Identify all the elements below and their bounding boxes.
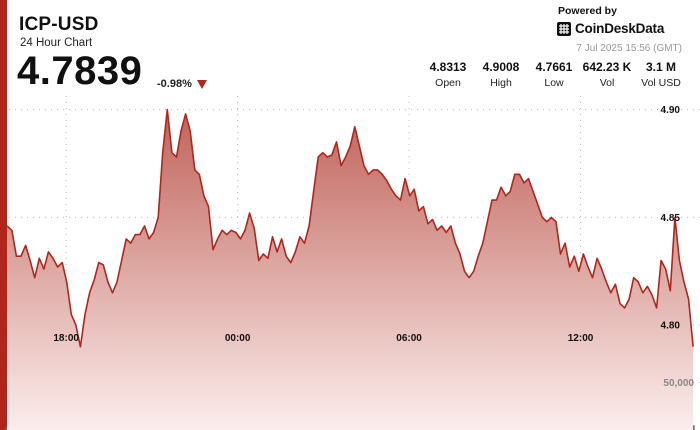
x-tick-label-0: 18:00 — [53, 333, 79, 344]
stat-vol-usd: 3.1 M Vol USD — [638, 60, 684, 89]
axis-labels: 4.90 4.85 4.80 50,000 18:00 00:00 06:00 12:00 — [53, 105, 694, 389]
pair-title: ICP-USD — [19, 14, 99, 35]
stat-low-label: Low — [544, 77, 564, 89]
price-line — [6, 108, 694, 348]
stat-low: 4.7661 Low — [534, 60, 574, 89]
stat-high-value: 4.9008 — [482, 60, 520, 74]
x-tick-label-1: 00:00 — [225, 333, 251, 344]
volume-bar — [691, 425, 695, 430]
stat-open-value: 4.8313 — [429, 60, 467, 74]
down-arrow-icon — [197, 80, 207, 89]
stat-vol-value: 642.23 K — [582, 60, 632, 74]
brand-name: CoinDeskData — [575, 21, 665, 36]
volume-tick-label: 50,000 — [663, 378, 694, 389]
y-tick-label-2: 4.80 — [661, 321, 681, 332]
x-tick-label-3: 12:00 — [568, 333, 594, 344]
stat-vol-usd-value: 3.1 M — [645, 60, 676, 74]
x-tick-label-2: 06:00 — [396, 333, 422, 344]
stat-high: 4.9008 High — [481, 60, 521, 89]
coindesk-icon — [557, 21, 571, 36]
stat-open-label: Open — [435, 77, 461, 89]
price-change: -0.98% — [157, 78, 192, 90]
stat-open: 4.8313 Open — [428, 60, 468, 89]
price-area — [7, 109, 694, 430]
chart-subtitle: 24 Hour Chart — [20, 37, 93, 49]
powered-by-label: Powered by — [558, 5, 617, 17]
y-tick-label-0: 4.90 — [661, 105, 681, 116]
current-price: 4.7839 — [17, 49, 143, 93]
y-tick-label-1: 4.85 — [661, 213, 681, 224]
stat-vol-label: Vol — [599, 77, 615, 89]
accent-bar — [0, 0, 7, 430]
brand-logo[interactable]: CoinDeskData — [557, 21, 664, 36]
stat-vol: 642.23 K Vol — [580, 60, 634, 89]
stat-low-value: 4.7661 — [535, 60, 573, 74]
stat-vol-usd-label: Vol USD — [641, 77, 681, 89]
timestamp: 7 Jul 2025 15:56 (GMT) — [576, 43, 682, 54]
stat-high-label: High — [490, 77, 512, 89]
